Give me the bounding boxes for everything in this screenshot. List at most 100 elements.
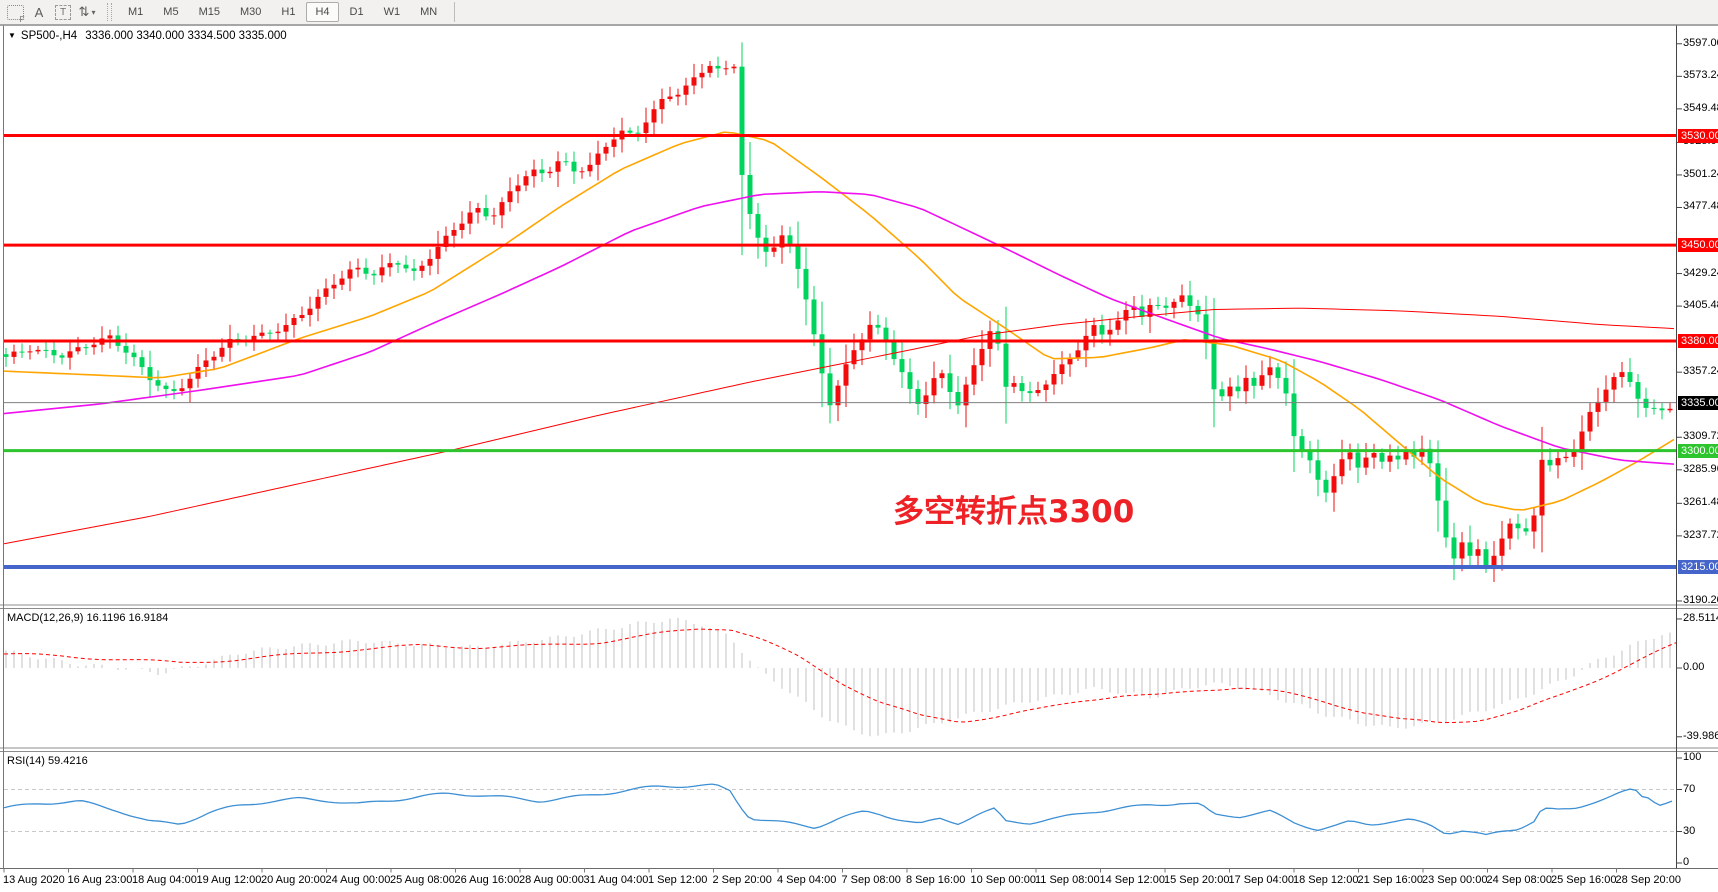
price-badge-3450.00: 3450.00 [1678,238,1718,253]
time-axis-label: 31 Aug 04:00 [583,874,649,886]
candle [747,142,753,230]
candle [387,253,393,277]
cycle-lines-tool-button[interactable]: ⇅ ▾ [75,2,99,22]
candle [1027,381,1033,402]
candle [603,142,609,161]
candle [251,324,257,351]
candle [1003,306,1009,424]
candle [1627,358,1633,388]
price-tick-label: 3285.96 [1683,462,1718,475]
rsi-tick-label: 0 [1683,856,1690,868]
timeframe-w1-button[interactable]: W1 [383,6,401,18]
timeframe-m5-button[interactable]: M5 [163,6,179,18]
candles-layer [4,42,1673,583]
letter-a-icon: A [34,4,44,20]
time-axis-label: 10 Sep 00:00 [970,874,1036,886]
candle [1595,387,1601,427]
toolbar: F A T ⇅ ▾ M1 M5 M15 M30 H1 H4 D1 W1 MN [0,0,1718,25]
time-axis-label: 20 Aug 20:00 [261,874,326,886]
candle [355,258,361,278]
candle [1587,402,1593,441]
candle [707,61,713,78]
time-axis-label: 23 Sep 00:00 [1422,874,1488,886]
price-tick-label: 3190.20 [1683,593,1718,606]
candle [35,345,41,355]
candle [539,159,545,182]
timeframe-m1-button[interactable]: M1 [128,6,144,18]
time-axis-label: 14 Sep 12:00 [1099,874,1165,886]
time-axis-label: 13 Aug 2020 [3,874,65,886]
rsi-layer [4,783,1673,836]
candle [1179,284,1185,308]
candle [1475,539,1481,569]
candle [235,333,241,346]
candle [1035,381,1041,397]
candle [1291,359,1297,473]
candle [971,348,977,396]
text-label-tool-button[interactable]: A [27,2,51,22]
panel-borders [0,25,1718,873]
chart-dropdown-icon[interactable]: ▼ [8,31,16,40]
chevron-down-icon: ▾ [91,7,96,17]
candle [403,255,409,273]
candle [307,296,313,327]
ma-mid [4,191,1675,465]
fibo-tool-button[interactable]: F [3,2,27,24]
candle [99,326,105,353]
candle [699,64,705,89]
toolbar-grip[interactable] [107,3,112,21]
ohlc-values: 3336.000 3340.000 3334.500 3335.000 [85,30,287,42]
time-axis-label: 7 Sep 08:00 [841,874,901,886]
candle [11,344,17,364]
candle [1523,518,1529,536]
candle [715,56,721,78]
candle [187,373,193,403]
candle [939,369,945,389]
candle [555,151,561,187]
candle [19,343,25,359]
candle [1347,443,1353,471]
candle [1427,439,1433,477]
candle [411,259,417,281]
macd-values: 16.1196 16.9184 [86,612,169,624]
candle [851,333,857,370]
moving-averages-layer [4,131,1675,545]
candle [915,380,921,415]
chart-annotation-text: 多空转折点3300 [893,494,1135,530]
timeframe-m30-button[interactable]: M30 [239,6,262,18]
candle [195,354,201,388]
candle [1275,362,1281,389]
candle [395,260,401,274]
time-axis-label: 25 Sep 16:00 [1551,874,1617,886]
price-tick-label: 3573.24 [1683,69,1718,82]
candle [1187,280,1193,322]
candle [1163,297,1169,317]
timeframe-m15-button[interactable]: M15 [198,6,220,18]
time-axis-label: 4 Sep 04:00 [777,874,837,886]
candle [1259,360,1265,390]
macd-signal-line [4,628,1676,724]
candle [331,274,337,300]
time-axis-label: 19 Aug 12:00 [196,874,262,886]
text-box-tool-button[interactable]: T [51,2,75,22]
candle [83,343,89,356]
candle [299,306,305,322]
candle [291,313,297,338]
candle [1491,541,1497,583]
price-tick-label: 3549.48 [1683,101,1718,114]
candle [1539,426,1545,553]
timeframe-d1-button[interactable]: D1 [349,6,364,18]
candle [827,347,833,424]
candle [1283,361,1289,406]
timeframe-h4-button[interactable]: H4 [306,2,339,22]
candle [803,247,809,326]
candle [1459,532,1465,572]
candle [683,77,689,106]
time-axis-label: 17 Sep 04:00 [1228,874,1294,886]
candle [1155,296,1161,310]
rsi-tick-label: 30 [1683,824,1696,837]
timeframe-h1-button[interactable]: H1 [281,6,296,18]
timeframe-mn-button[interactable]: MN [420,6,438,18]
candle [75,336,81,355]
